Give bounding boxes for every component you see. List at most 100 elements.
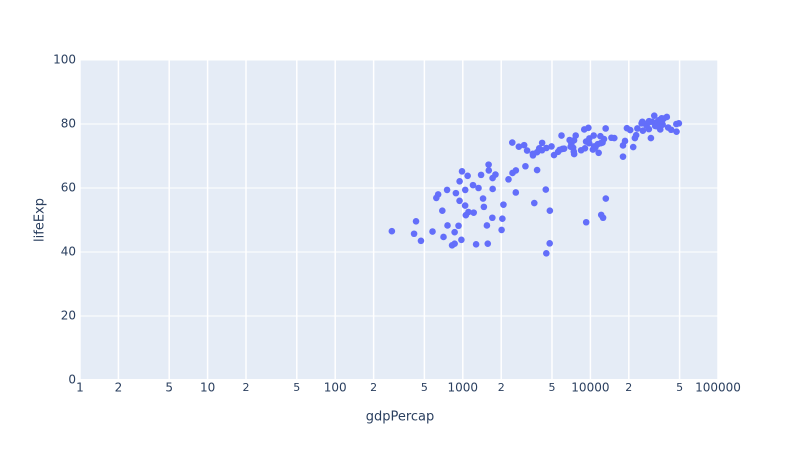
point xyxy=(543,249,550,257)
point xyxy=(461,202,469,209)
point xyxy=(667,126,675,134)
x-tick-label: 1 xyxy=(76,381,84,395)
point xyxy=(673,120,680,128)
point xyxy=(412,217,420,225)
point xyxy=(485,167,493,174)
x-tick-label: 5 xyxy=(165,381,173,395)
point xyxy=(470,209,477,216)
x-tick-label: 2 xyxy=(370,381,377,394)
point xyxy=(505,176,512,183)
point xyxy=(443,186,451,194)
point xyxy=(458,168,466,175)
point xyxy=(388,227,396,235)
point xyxy=(645,117,653,125)
point xyxy=(500,201,507,208)
x-tick-label: 100 xyxy=(324,381,347,395)
x-tick-label: 5 xyxy=(548,381,555,394)
point xyxy=(631,134,639,142)
point xyxy=(444,222,451,229)
point xyxy=(542,186,550,193)
point xyxy=(558,132,565,139)
x-tick-label: 1000 xyxy=(448,381,479,395)
point xyxy=(597,211,605,219)
point xyxy=(456,177,463,185)
point xyxy=(410,230,418,238)
point xyxy=(602,125,609,132)
point xyxy=(417,237,425,245)
y-axis-title: lifeExp xyxy=(33,198,48,242)
point xyxy=(590,132,597,139)
point xyxy=(477,171,485,179)
point xyxy=(464,172,471,180)
plot-area xyxy=(80,60,718,380)
y-tick-label: 0 xyxy=(68,373,76,387)
x-tick-label: 2 xyxy=(498,381,505,394)
point xyxy=(489,174,496,182)
point xyxy=(629,143,637,151)
point xyxy=(619,153,627,160)
point xyxy=(546,207,554,215)
point xyxy=(548,143,555,150)
point xyxy=(582,218,590,226)
x-tick-label: 100000 xyxy=(695,381,741,395)
point xyxy=(568,140,575,147)
x-axis-title: gdpPercap xyxy=(366,410,435,425)
point xyxy=(546,240,553,247)
point xyxy=(461,186,469,194)
point xyxy=(570,150,578,158)
x-tick-label: 5 xyxy=(293,381,300,394)
point xyxy=(659,121,666,128)
point xyxy=(639,127,647,135)
point xyxy=(653,122,661,130)
point xyxy=(479,195,487,202)
point xyxy=(455,222,462,230)
point xyxy=(429,228,436,235)
point xyxy=(498,226,505,234)
point xyxy=(523,147,531,154)
point xyxy=(556,146,563,154)
point xyxy=(585,139,593,147)
point xyxy=(621,137,629,145)
point xyxy=(595,149,602,157)
point xyxy=(433,194,440,202)
x-tick-label: 2 xyxy=(115,381,123,395)
point xyxy=(489,185,496,193)
point xyxy=(472,241,480,248)
point xyxy=(522,162,529,170)
point xyxy=(475,184,482,192)
point xyxy=(469,181,477,189)
point xyxy=(499,215,506,223)
point xyxy=(512,167,520,174)
point xyxy=(580,126,588,133)
point xyxy=(535,145,543,152)
point xyxy=(462,211,470,219)
point xyxy=(638,120,645,127)
point xyxy=(451,228,458,236)
point xyxy=(673,128,680,135)
x-tick-label: 2 xyxy=(625,381,632,394)
point xyxy=(489,214,496,222)
point xyxy=(458,236,465,244)
point xyxy=(538,139,546,147)
point xyxy=(451,240,458,247)
point xyxy=(480,203,488,211)
x-tick-label: 2 xyxy=(243,381,250,394)
point xyxy=(456,197,463,205)
x-tick-label: 10000 xyxy=(571,381,609,395)
y-tick-label: 100 xyxy=(53,53,76,67)
point xyxy=(650,112,658,119)
y-tick-label: 20 xyxy=(61,309,76,323)
y-tick-label: 80 xyxy=(61,117,76,131)
point xyxy=(602,195,610,202)
point xyxy=(647,134,655,142)
point xyxy=(520,141,528,149)
point xyxy=(440,233,447,241)
point xyxy=(597,132,604,140)
x-tick-label: 10 xyxy=(200,381,215,395)
point xyxy=(439,207,446,215)
point xyxy=(512,189,520,196)
point xyxy=(660,115,667,122)
point xyxy=(577,146,585,154)
x-tick-label: 5 xyxy=(421,381,428,394)
point xyxy=(483,222,491,229)
